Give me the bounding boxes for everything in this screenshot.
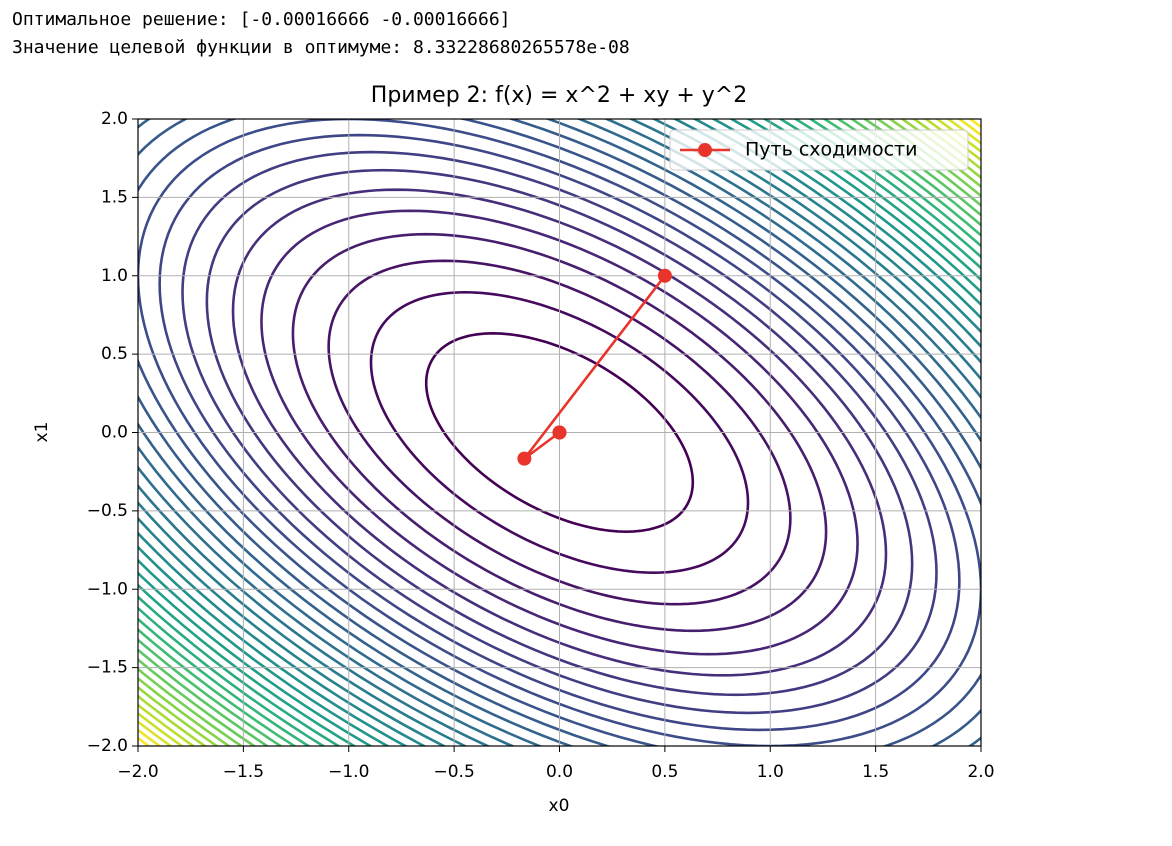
y-tick-label: 0.0 [101, 423, 128, 443]
contour-line [231, 188, 888, 677]
y-tick-label: 0.5 [101, 344, 128, 364]
x-tick-label: −1.0 [328, 762, 369, 782]
contour-line [205, 168, 914, 697]
y-tick-label: −1.0 [87, 579, 128, 599]
contour-line [327, 259, 792, 606]
plot-frame [137, 118, 982, 747]
y-tick-label: 1.5 [101, 187, 128, 207]
contour-line [369, 290, 750, 575]
y-tick-label: −1.5 [87, 658, 128, 678]
x-tick-label: 0.0 [546, 762, 573, 782]
contour-line [138, 119, 981, 746]
contour-line [291, 232, 828, 633]
y-tick-label: 1.0 [101, 266, 128, 286]
x-axis-label: x0 [549, 796, 570, 816]
contour-line [138, 119, 981, 746]
x-tick-label: −2.0 [117, 762, 158, 782]
y-tick-label: −0.5 [87, 501, 128, 521]
y-axis-label: x1 [32, 422, 52, 443]
plot-layer: −2.0 −1.5 −1.0 −0.5 0.0 0.5 1.0 1.5 2.0 −2.0 −1.5 −… [87, 109, 995, 782]
legend-label: Путь сходимости [745, 139, 917, 161]
x-tick-label: 1.5 [862, 762, 889, 782]
x-tick-label: −1.5 [223, 762, 264, 782]
contour-line [138, 119, 981, 746]
output-line: Оптимальное решение: [-0.00016666 -0.000… [12, 9, 511, 30]
contour-line [138, 119, 981, 746]
legend-marker [698, 143, 712, 157]
contour-line [138, 119, 981, 746]
contour-line [138, 119, 981, 746]
contour-line [260, 209, 859, 656]
contour-line [181, 150, 938, 715]
output-line: Значение целевой функции в оптимуме: 8.3… [12, 37, 630, 58]
x-tick-label: −0.5 [433, 762, 474, 782]
contour-line [138, 119, 981, 746]
contour-line [138, 119, 981, 746]
legend-box [669, 129, 969, 171]
series-marker [517, 451, 532, 466]
contour-line [424, 332, 695, 533]
x-tick-label: 1.0 [757, 762, 784, 782]
contour-line [158, 133, 961, 732]
series-marker [552, 425, 567, 440]
y-tick-label: −2.0 [87, 736, 128, 756]
x-tick-label: 2.0 [967, 762, 994, 782]
series-line [523, 274, 666, 460]
series-marker [657, 268, 672, 283]
contour-line [138, 119, 981, 746]
y-tick-label: 2.0 [101, 109, 128, 129]
x-tick-label: 0.5 [651, 762, 678, 782]
chart-title: Пример 2: f(x) = x^2 + xy + y^2 [371, 83, 747, 108]
